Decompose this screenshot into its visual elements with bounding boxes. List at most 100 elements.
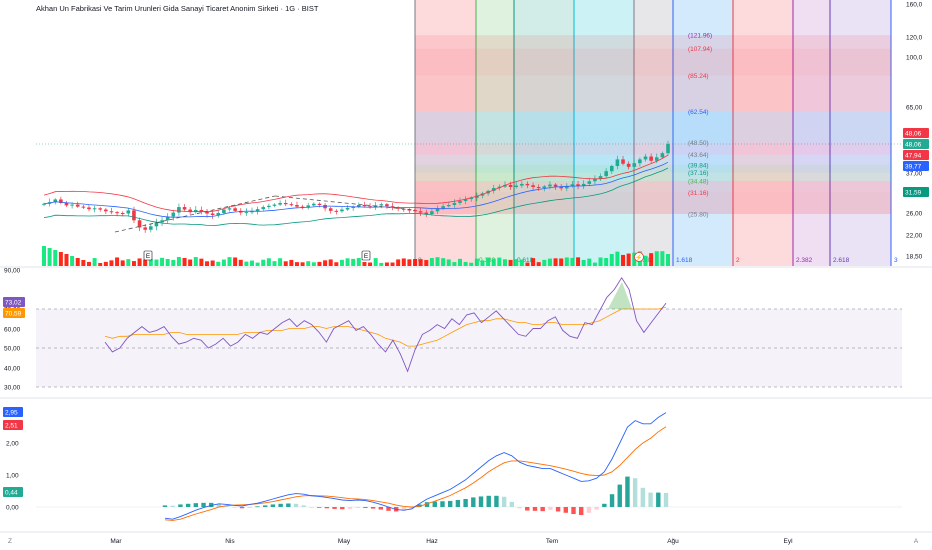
fib-time-label: 2.618 [833, 257, 850, 264]
volume-bar [553, 258, 558, 266]
fib-level-label: (37.16) [688, 170, 709, 177]
macd-axis-tick: 2,00 [6, 441, 19, 448]
candle-body [576, 184, 580, 186]
macd-axis-tick: 1,00 [6, 473, 19, 480]
macd-histogram-bar [232, 507, 237, 508]
volume-bar [328, 259, 333, 266]
volume-bar [238, 259, 243, 266]
rsi-tag-label: 73,02 [5, 300, 22, 307]
macd-tag-bg [3, 407, 23, 417]
candle-body [289, 204, 294, 206]
macd-histogram-bar [316, 507, 322, 508]
candle-body [446, 205, 451, 207]
macd-histogram-bar [347, 507, 353, 509]
candle-body [109, 211, 114, 213]
macd-histogram-bar [501, 496, 507, 507]
candle-body [413, 209, 417, 212]
candle-body [626, 163, 631, 167]
macd-tag-label: 2,51 [5, 423, 18, 430]
macd-histogram-bar [478, 496, 484, 507]
macd-histogram-bar [663, 492, 669, 507]
candle-body [587, 181, 592, 184]
candle-body [81, 206, 86, 208]
volume-bar [109, 260, 114, 266]
macd-histogram-bar [486, 495, 491, 507]
macd-histogram-bar [625, 476, 630, 507]
macd-tag-bg [3, 420, 23, 430]
event-marker [143, 250, 153, 261]
volume-bar [486, 257, 491, 266]
volume-bar [205, 261, 210, 266]
candle-body [216, 213, 221, 216]
fib-time-zone [793, 0, 830, 266]
volume-bar [148, 259, 153, 266]
volume-bar [559, 258, 564, 266]
candle-body [379, 204, 384, 206]
macd-histogram-bar [193, 503, 199, 507]
macd-histogram-bar [432, 501, 437, 507]
fib-time-zone [634, 0, 673, 266]
candle-body [458, 201, 462, 203]
price-tag-label: 31,59 [905, 190, 922, 197]
fib-time-zone [514, 0, 574, 266]
macd-histogram-bar [471, 497, 476, 507]
volume-bar [244, 261, 249, 266]
candle-body [469, 197, 474, 200]
lightning-icon-glyph: ⚡ [635, 254, 642, 262]
time-axis-label: Eyl [783, 538, 793, 545]
candle-body [87, 207, 91, 210]
candle-body [531, 185, 535, 188]
candle-body [92, 208, 97, 210]
volume-bar [131, 261, 136, 266]
macd-histogram-bar [278, 503, 283, 507]
macd-histogram-bar [555, 507, 561, 512]
macd-histogram-bar [386, 507, 391, 511]
volume-bar [300, 262, 305, 266]
fib-retracement-band [415, 142, 891, 155]
volume-bar [283, 261, 288, 266]
fib-level-label: (85.24) [688, 73, 709, 80]
time-axis-label: Haz [426, 538, 438, 545]
macd-histogram-bar [178, 504, 183, 507]
volume-bar [390, 262, 395, 266]
macd-histogram-bar [401, 507, 407, 511]
volume-bar [339, 259, 344, 266]
candle-body [312, 203, 316, 206]
volume-bar [182, 257, 187, 266]
time-axis-label: Mar [110, 538, 122, 545]
volume-bar [458, 258, 462, 266]
event-marker-label: E [146, 253, 151, 260]
volume-bar [137, 258, 142, 266]
candle-body [340, 209, 344, 212]
volume-bar [233, 257, 238, 266]
candle-body [120, 213, 125, 214]
fib-retracement-band [415, 111, 891, 143]
volume-bar [126, 259, 131, 266]
fib-retracement-band [415, 154, 891, 165]
fib-level-label: (39.84) [688, 162, 709, 169]
macd-histogram-bar [370, 507, 376, 509]
volume-bar [351, 258, 356, 266]
candle-body [210, 213, 215, 216]
fib-level-label: (31.16) [688, 190, 709, 197]
volume-bar [469, 262, 474, 266]
volume-bar [221, 259, 226, 266]
rsi-tag-bg [3, 308, 25, 318]
candle-body [514, 185, 519, 188]
candle-body [177, 207, 181, 213]
candle-body [154, 222, 159, 227]
fib-retracement-band [415, 180, 891, 193]
volume-bar [519, 259, 524, 266]
volume-bar [474, 258, 479, 266]
macd-histogram-bar [447, 500, 453, 507]
candle-body [104, 209, 108, 212]
macd-histogram-bar [170, 505, 175, 507]
macd-tag-label: 2,95 [5, 410, 18, 417]
volume-bar [418, 259, 423, 266]
volume-bar [227, 257, 232, 266]
candle-body [227, 208, 232, 210]
volume-bar [463, 261, 468, 266]
macd-histogram-bar [417, 504, 422, 507]
macd-histogram-bar [340, 507, 345, 510]
